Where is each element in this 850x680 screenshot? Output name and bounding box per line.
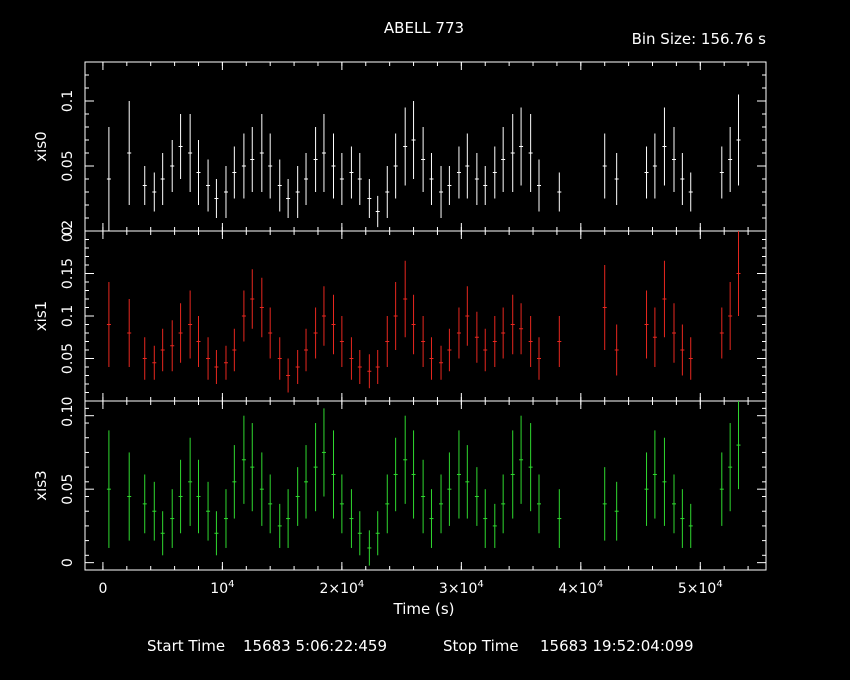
panel-xis3: 0.1 0.05 0 xis3 xyxy=(32,400,767,571)
x-tick-label: 104 xyxy=(210,579,234,597)
start-time-value: 15683 5:06:22:459 xyxy=(243,637,387,655)
x-tick-label: 0 xyxy=(98,581,107,597)
y-tick-label: 0 xyxy=(60,397,76,406)
panel-xis1: 0.2 0.15 0.1 0.05 0 xis1 xyxy=(32,220,767,406)
x-axis: 0 104 2×104 3×104 4×104 5×104 xyxy=(98,579,722,597)
start-time-label: Start Time xyxy=(147,637,225,655)
panel-y-label: xis1 xyxy=(32,301,50,331)
y-tick-label: 0.1 xyxy=(60,90,76,112)
x-axis-label: Time (s) xyxy=(393,600,455,618)
y-tick-label: 0.2 xyxy=(60,220,76,242)
y-tick-label: 0 xyxy=(60,227,76,236)
y-tick-label: 0.15 xyxy=(60,258,76,289)
panel-y-label: xis0 xyxy=(32,131,50,161)
y-tick-label: 0.1 xyxy=(60,305,76,327)
x-tick-label: 3×104 xyxy=(439,579,484,597)
x-tick-label: 2×104 xyxy=(319,579,364,597)
y-tick-label: 0.05 xyxy=(60,474,76,505)
y-tick-label: 0.05 xyxy=(60,343,76,374)
x-tick-label: 5×104 xyxy=(678,579,723,597)
stop-time-label: Stop Time xyxy=(443,637,519,655)
panel-y-label: xis3 xyxy=(32,470,50,500)
panels-layer: 0.1 0.05 0 xis0 0.2 0.15 0.1 0.05 0 xis1 0.1 0.05 0 x… xyxy=(32,61,767,571)
y-tick-label: 0.05 xyxy=(60,150,76,181)
bin-size-label: Bin Size: 156.76 s xyxy=(632,30,767,48)
x-tick-label: 4×104 xyxy=(558,579,603,597)
stop-time-value: 15683 19:52:04:099 xyxy=(540,637,694,655)
chart-title: ABELL 773 xyxy=(384,19,464,37)
y-tick-label: 0 xyxy=(60,558,76,567)
panel-frame xyxy=(84,400,767,571)
panel-xis0: 0.1 0.05 0 xis0 xyxy=(32,61,767,236)
y-tick-label: 0.1 xyxy=(60,405,76,427)
